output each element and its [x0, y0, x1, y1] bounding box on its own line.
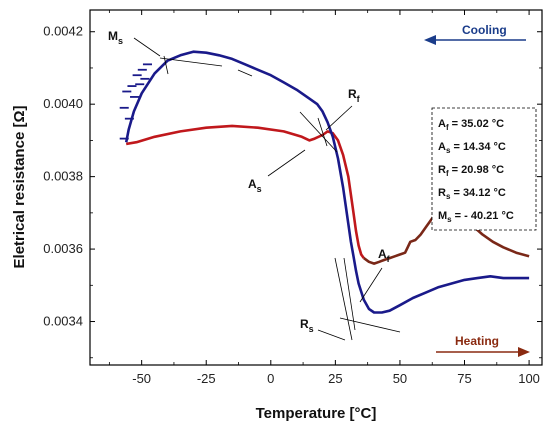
y-tick-label: 0.0042	[43, 24, 83, 39]
tangent-rs-2	[339, 317, 401, 333]
x-tick-label: -25	[197, 371, 216, 386]
tangent-ms-2	[237, 69, 253, 77]
annotation-rf: Rf	[325, 87, 361, 131]
y-tick-label: 0.0040	[43, 96, 83, 111]
arrow-left-icon	[424, 35, 436, 45]
series-layer	[119, 50, 530, 314]
info-box-line: As = 14.34 °C	[438, 141, 506, 155]
svg-text:As: As	[248, 177, 262, 194]
series-line-2	[124, 50, 530, 314]
plot-frame	[89, 9, 543, 366]
svg-text:Rf: Rf	[348, 87, 361, 104]
x-axis-title: Temperature [°C]	[256, 405, 377, 422]
x-tick-label: 0	[267, 371, 274, 386]
x-tick-label: 75	[457, 371, 471, 386]
tangent-rf-2	[317, 117, 328, 147]
cooling-indicator: Cooling	[424, 23, 526, 45]
annotation-ms: Ms	[108, 29, 161, 57]
svg-text:Heating: Heating	[455, 334, 499, 348]
series-line-1	[363, 206, 530, 265]
y-axis-title: Eletrical resistance [Ω]	[11, 106, 28, 269]
svg-text:Cooling: Cooling	[462, 23, 507, 37]
heating-indicator: Heating	[436, 334, 530, 357]
info-box-line: Rf = 20.98 °C	[438, 164, 504, 178]
annotation-as: As	[248, 149, 306, 194]
tangent-ms-1	[159, 57, 223, 67]
x-tick-label: -50	[132, 371, 151, 386]
info-box-line: Af = 35.02 °C	[438, 118, 504, 132]
series-line-0	[125, 124, 365, 259]
x-axis: -50 -25 0 25 50 75 100	[108, 10, 540, 386]
annotation-af: Af	[359, 247, 391, 303]
info-box-line: Rs = 34.12 °C	[438, 187, 506, 201]
y-tick-label: 0.0038	[43, 169, 83, 184]
tangent-af-1	[343, 257, 356, 331]
tangent-rs-1	[334, 257, 353, 341]
svg-text:Rs: Rs	[300, 317, 314, 334]
y-axis: 0.0034 0.0036 0.0038 0.0040 0.0042	[43, 24, 542, 359]
svg-text:Ms: Ms	[108, 29, 123, 46]
x-tick-label: 25	[328, 371, 342, 386]
svg-text:Af: Af	[378, 247, 391, 264]
tangent-lines	[159, 55, 401, 341]
tangent-ms-3	[163, 55, 169, 75]
tangent-rf-1	[299, 111, 338, 153]
info-box-line: Ms = - 40.21 °C	[438, 210, 514, 224]
info-box: Af = 35.02 °C As = 14.34 °C Rf = 20.98 °C R…	[431, 107, 537, 231]
y-tick-label: 0.0034	[43, 314, 83, 329]
x-tick-label: 100	[518, 371, 540, 386]
x-tick-label: 50	[393, 371, 407, 386]
annotation-rs: Rs	[300, 317, 346, 341]
arrow-right-icon	[518, 347, 530, 357]
y-tick-label: 0.0036	[43, 241, 83, 256]
